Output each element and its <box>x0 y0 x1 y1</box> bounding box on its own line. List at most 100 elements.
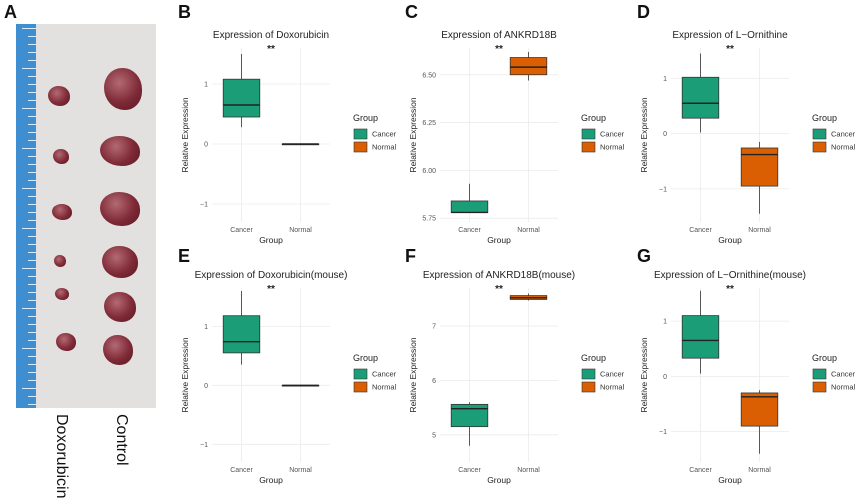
legend-label-cancer: Cancer <box>372 130 397 139</box>
significance-mark: ** <box>726 284 734 295</box>
tumor-control-3 <box>100 192 140 226</box>
x-axis-title: Group <box>718 235 742 245</box>
y-tick-label: 6.50 <box>422 72 436 79</box>
chart-f: 5 6 7 Cancer Normal Expression of ANKRD18B(mo… <box>408 270 625 485</box>
ruler-tick <box>28 140 36 141</box>
y-tick-label: 7 <box>432 324 436 331</box>
ruler-tick <box>28 316 36 317</box>
ruler-tick <box>28 204 36 205</box>
ruler-tick <box>28 324 36 325</box>
y-tick-label: 6.00 <box>422 168 436 175</box>
ruler-tick <box>28 156 36 157</box>
legend-swatch-cancer <box>581 128 596 140</box>
ruler-tick <box>28 196 36 197</box>
y-tick-label: 1 <box>663 319 667 326</box>
x-tick-label: Normal <box>517 227 540 234</box>
ruler-tick <box>28 396 36 397</box>
ruler-tick <box>28 380 36 381</box>
y-tick-label: 5 <box>432 432 436 439</box>
ruler-tick <box>28 404 36 405</box>
ruler-tick <box>28 116 36 117</box>
x-tick-label: Normal <box>748 467 771 474</box>
panel-label-e: E <box>178 246 191 266</box>
chart-b: −1 0 1 Cancer Normal Expression of Doxorubici… <box>180 30 397 245</box>
significance-mark: ** <box>726 44 734 55</box>
tumor-control-2 <box>100 136 140 166</box>
legend-label-cancer: Cancer <box>831 370 856 379</box>
ruler-tick <box>28 244 36 245</box>
tumor-control-6 <box>103 335 133 365</box>
y-tick-label: 0 <box>204 383 208 390</box>
y-axis-title: Relative Expression <box>639 97 649 172</box>
y-tick-label: −1 <box>200 442 208 449</box>
box-cancer <box>450 200 489 213</box>
ruler-tick <box>28 212 36 213</box>
ruler-tick <box>28 260 36 261</box>
box-normal <box>740 392 779 427</box>
chart-title: Expression of Doxorubicin(mouse) <box>195 270 348 281</box>
panel-label-g: G <box>637 246 652 266</box>
ruler-tick <box>22 228 36 229</box>
chart-title: Expression of L−Ornithine <box>672 30 788 41</box>
chart-title: Expression of Doxorubicin <box>213 30 329 41</box>
legend-swatch-normal <box>581 381 596 393</box>
y-tick-label: −1 <box>200 202 208 209</box>
panel-label-d: D <box>637 2 650 22</box>
ruler-tick <box>28 340 36 341</box>
legend-swatch-normal <box>581 141 596 153</box>
legend-swatch-normal <box>812 381 827 393</box>
ruler-tick <box>28 60 36 61</box>
ruler-tick <box>28 364 36 365</box>
tumor-doxorubicin-2 <box>53 149 69 164</box>
tumor-control-1 <box>104 68 142 110</box>
ruler <box>16 24 36 408</box>
ruler-tick <box>28 36 36 37</box>
panel-label-c: C <box>405 2 418 22</box>
ruler-tick <box>28 124 36 125</box>
label-control: Control <box>113 414 130 466</box>
y-tick-label: 0 <box>204 142 208 149</box>
y-tick-label: 1 <box>204 324 208 331</box>
ruler-tick <box>22 188 36 189</box>
significance-mark: ** <box>495 44 503 55</box>
ruler-tick <box>22 68 36 69</box>
legend-title: Group <box>581 113 606 123</box>
legend-title: Group <box>812 353 837 363</box>
ruler-tick <box>22 148 36 149</box>
legend-title: Group <box>353 113 378 123</box>
y-tick-label: −1 <box>659 429 667 436</box>
legend-label-normal: Normal <box>372 383 397 392</box>
legend-label-cancer: Cancer <box>372 370 397 379</box>
ruler-tick <box>28 92 36 93</box>
x-tick-label: Cancer <box>689 227 712 234</box>
legend-swatch-normal <box>353 141 368 153</box>
legend-label-normal: Normal <box>372 143 397 152</box>
chart-c: 5.75 6.00 6.25 6.50 Cancer Normal Expression o… <box>408 30 625 245</box>
box-normal <box>509 57 548 76</box>
box-cancer <box>222 315 261 354</box>
x-tick-label: Normal <box>289 467 312 474</box>
legend-label-cancer: Cancer <box>831 130 856 139</box>
y-tick-label: 1 <box>204 82 208 89</box>
box-cancer <box>450 403 489 428</box>
ruler-tick <box>28 356 36 357</box>
ruler-tick <box>28 252 36 253</box>
ruler-tick <box>22 308 36 309</box>
y-tick-label: 6.25 <box>422 120 436 127</box>
legend-swatch-cancer <box>353 128 368 140</box>
y-tick-label: −1 <box>659 186 667 193</box>
chart-title: Expression of ANKRD18B(mouse) <box>423 270 575 281</box>
tumor-doxorubicin-4 <box>54 255 66 267</box>
chart-e: −1 0 1 Cancer Normal Expression of Doxorubici… <box>180 270 397 485</box>
tumor-doxorubicin-5 <box>55 288 69 300</box>
ruler-tick <box>28 180 36 181</box>
tumor-doxorubicin-3 <box>52 204 72 220</box>
x-tick-label: Normal <box>517 467 540 474</box>
chart-title: Expression of L−Ornithine(mouse) <box>654 270 806 281</box>
legend-title: Group <box>812 113 837 123</box>
ruler-tick <box>28 372 36 373</box>
legend-label-cancer: Cancer <box>600 370 625 379</box>
x-tick-label: Cancer <box>230 227 253 234</box>
y-tick-label: 1 <box>663 76 667 83</box>
tumor-photo <box>16 24 156 408</box>
